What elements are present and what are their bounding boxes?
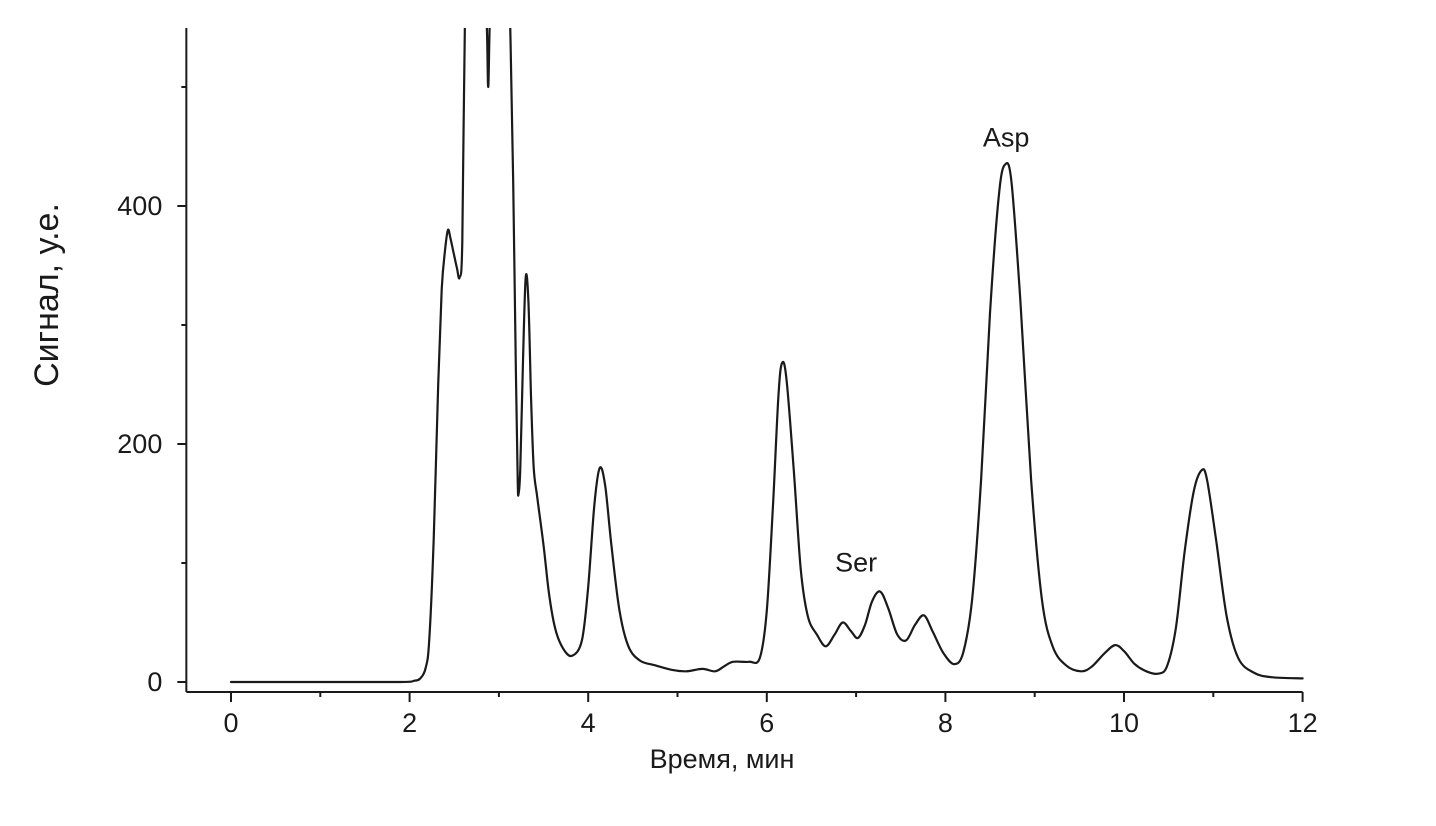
y-tick-label: 400 xyxy=(117,191,162,221)
y-axis-title: Сигнал, у.е. xyxy=(28,203,66,387)
x-tick-label: 8 xyxy=(938,708,953,738)
x-axis-title: Время, мин xyxy=(650,744,795,774)
x-tick-label: 6 xyxy=(759,708,774,738)
x-tick-label: 4 xyxy=(581,708,596,738)
x-tick-label: 12 xyxy=(1288,708,1318,738)
peak-annotation: Ser xyxy=(835,547,877,577)
axes xyxy=(185,28,1303,693)
peak-annotation: Asp xyxy=(983,123,1030,153)
signal-trace xyxy=(229,28,1304,684)
y-tick-label: 0 xyxy=(147,667,162,697)
series-layer xyxy=(229,28,1304,684)
x-axis-ticks: 0 2 4 6 8 10 12 xyxy=(223,692,1318,738)
x-tick-label: 2 xyxy=(402,708,417,738)
y-axis-ticks: 0 200 400 xyxy=(117,86,187,697)
y-tick-label: 200 xyxy=(117,429,162,459)
annotations: Ser Asp xyxy=(835,123,1029,578)
x-tick-label: 0 xyxy=(223,708,238,738)
x-tick-label: 10 xyxy=(1109,708,1139,738)
